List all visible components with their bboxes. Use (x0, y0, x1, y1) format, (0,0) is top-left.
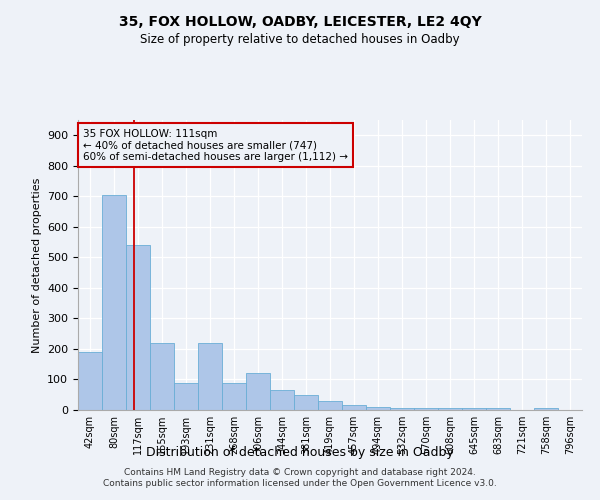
Text: Contains HM Land Registry data © Crown copyright and database right 2024.
Contai: Contains HM Land Registry data © Crown c… (103, 468, 497, 487)
Bar (318, 401, 342, 410)
Bar (174, 382, 198, 410)
Bar (246, 374, 270, 410)
Bar (150, 343, 174, 410)
Bar (414, 408, 438, 410)
Bar (534, 408, 558, 410)
Bar (438, 408, 462, 410)
Bar (366, 407, 390, 410)
Text: 35, FOX HOLLOW, OADBY, LEICESTER, LE2 4QY: 35, FOX HOLLOW, OADBY, LEICESTER, LE2 4Q… (119, 15, 481, 29)
Bar (462, 408, 486, 410)
Bar (198, 343, 222, 410)
Text: Size of property relative to detached houses in Oadby: Size of property relative to detached ho… (140, 32, 460, 46)
Bar (390, 408, 414, 410)
Bar (126, 245, 150, 410)
Y-axis label: Number of detached properties: Number of detached properties (32, 178, 41, 352)
Bar (102, 195, 126, 410)
Bar (78, 352, 102, 410)
Text: Distribution of detached houses by size in Oadby: Distribution of detached houses by size … (146, 446, 454, 459)
Bar (342, 406, 366, 410)
Bar (486, 408, 510, 410)
Bar (270, 390, 294, 410)
Bar (222, 382, 246, 410)
Text: 35 FOX HOLLOW: 111sqm
← 40% of detached houses are smaller (747)
60% of semi-det: 35 FOX HOLLOW: 111sqm ← 40% of detached … (83, 128, 348, 162)
Bar (294, 394, 318, 410)
